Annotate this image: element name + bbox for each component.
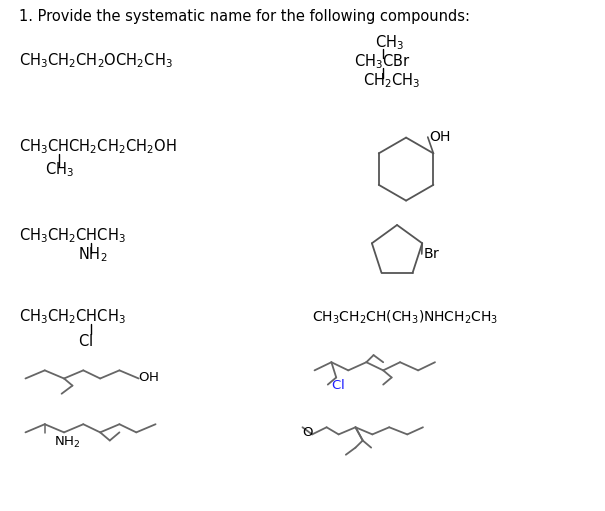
- Text: $\mathregular{Cl}$: $\mathregular{Cl}$: [79, 333, 93, 349]
- Text: $\mathregular{OH}$: $\mathregular{OH}$: [429, 130, 451, 144]
- Text: $\mathregular{O}$: $\mathregular{O}$: [302, 426, 314, 439]
- Text: $\mathregular{CH_2CH_3}$: $\mathregular{CH_2CH_3}$: [363, 71, 420, 90]
- Text: $\mathregular{CH_3}$: $\mathregular{CH_3}$: [45, 160, 74, 179]
- Text: $\mathregular{CH_3CH_2CH(CH_3)NHCH_2CH_3}$: $\mathregular{CH_3CH_2CH(CH_3)NHCH_2CH_3…: [312, 309, 498, 326]
- Text: $\mathregular{Br}$: $\mathregular{Br}$: [423, 246, 440, 261]
- Text: $\mathregular{CH_3CH_2CHCH_3}$: $\mathregular{CH_3CH_2CHCH_3}$: [19, 308, 126, 326]
- Text: $\mathregular{OH}$: $\mathregular{OH}$: [138, 370, 159, 384]
- Text: $\mathregular{NH_2}$: $\mathregular{NH_2}$: [79, 246, 108, 264]
- Text: $\mathregular{CH_3CHCH_2CH_2CH_2OH}$: $\mathregular{CH_3CHCH_2CH_2CH_2OH}$: [19, 137, 177, 156]
- Text: $\mathregular{Cl}$: $\mathregular{Cl}$: [332, 378, 345, 391]
- Text: $\mathregular{CH_3CH_2CH_2OCH_2CH_3}$: $\mathregular{CH_3CH_2CH_2OCH_2CH_3}$: [19, 51, 173, 69]
- Text: $\mathregular{CH_3}$: $\mathregular{CH_3}$: [374, 33, 404, 52]
- Text: 1. Provide the systematic name for the following compounds:: 1. Provide the systematic name for the f…: [19, 9, 471, 24]
- Text: $\mathregular{NH_2}$: $\mathregular{NH_2}$: [54, 434, 80, 450]
- Text: $\mathregular{CH_3CBr}$: $\mathregular{CH_3CBr}$: [354, 53, 410, 71]
- Text: $\mathregular{CH_3CH_2CHCH_3}$: $\mathregular{CH_3CH_2CHCH_3}$: [19, 226, 126, 245]
